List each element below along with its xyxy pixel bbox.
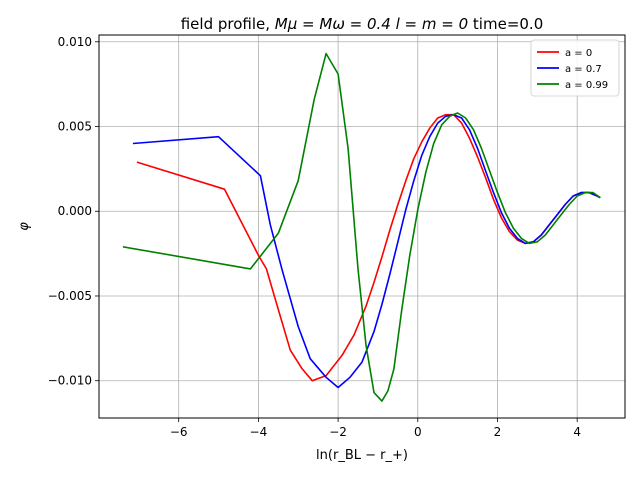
plot-area [99, 35, 625, 418]
y-tick-label: 0.000 [58, 204, 92, 218]
chart-title: field profile, Mμ = Mω = 0.4 l = m = 0 t… [181, 15, 544, 33]
axes-frame [98, 34, 626, 419]
x-tick-label: 0 [414, 425, 422, 439]
x-tick-label: −2 [329, 425, 347, 439]
series-line-2 [122, 52, 601, 402]
legend-label-1: a = 0.7 [565, 64, 602, 75]
title-prefix: field profile, [181, 15, 275, 33]
series-layer [122, 52, 601, 402]
title-math: Mμ = Mω = 0.4 l = m = 0 [275, 15, 468, 33]
x-tick-label: −4 [250, 425, 268, 439]
y-tick-label: 0.005 [58, 120, 92, 134]
legend-box [530, 39, 620, 97]
legend-label-2: a = 0.99 [565, 80, 608, 91]
grid-lines [99, 35, 625, 418]
x-axis-ticks: −6 −4 −2 0 2 4 [170, 418, 581, 439]
y-tick-label: −0.005 [48, 289, 92, 303]
series-line-1 [132, 113, 601, 389]
legend: a = 0 a = 0.7 a = 0.99 [530, 39, 620, 97]
y-tick-label: −0.010 [48, 374, 92, 388]
x-tick-label: −6 [170, 425, 188, 439]
y-axis-ticks: −0.010 −0.005 0.000 0.005 0.010 [48, 35, 99, 388]
y-tick-label: 0.010 [58, 35, 92, 49]
title-suffix: time=0.0 [468, 15, 543, 33]
x-tick-label: 4 [573, 425, 581, 439]
y-axis-label: φ [17, 222, 32, 231]
x-axis-label: ln(r_BL − r_+) [316, 448, 408, 463]
x-tick-label: 2 [494, 425, 502, 439]
legend-label-0: a = 0 [565, 48, 592, 59]
